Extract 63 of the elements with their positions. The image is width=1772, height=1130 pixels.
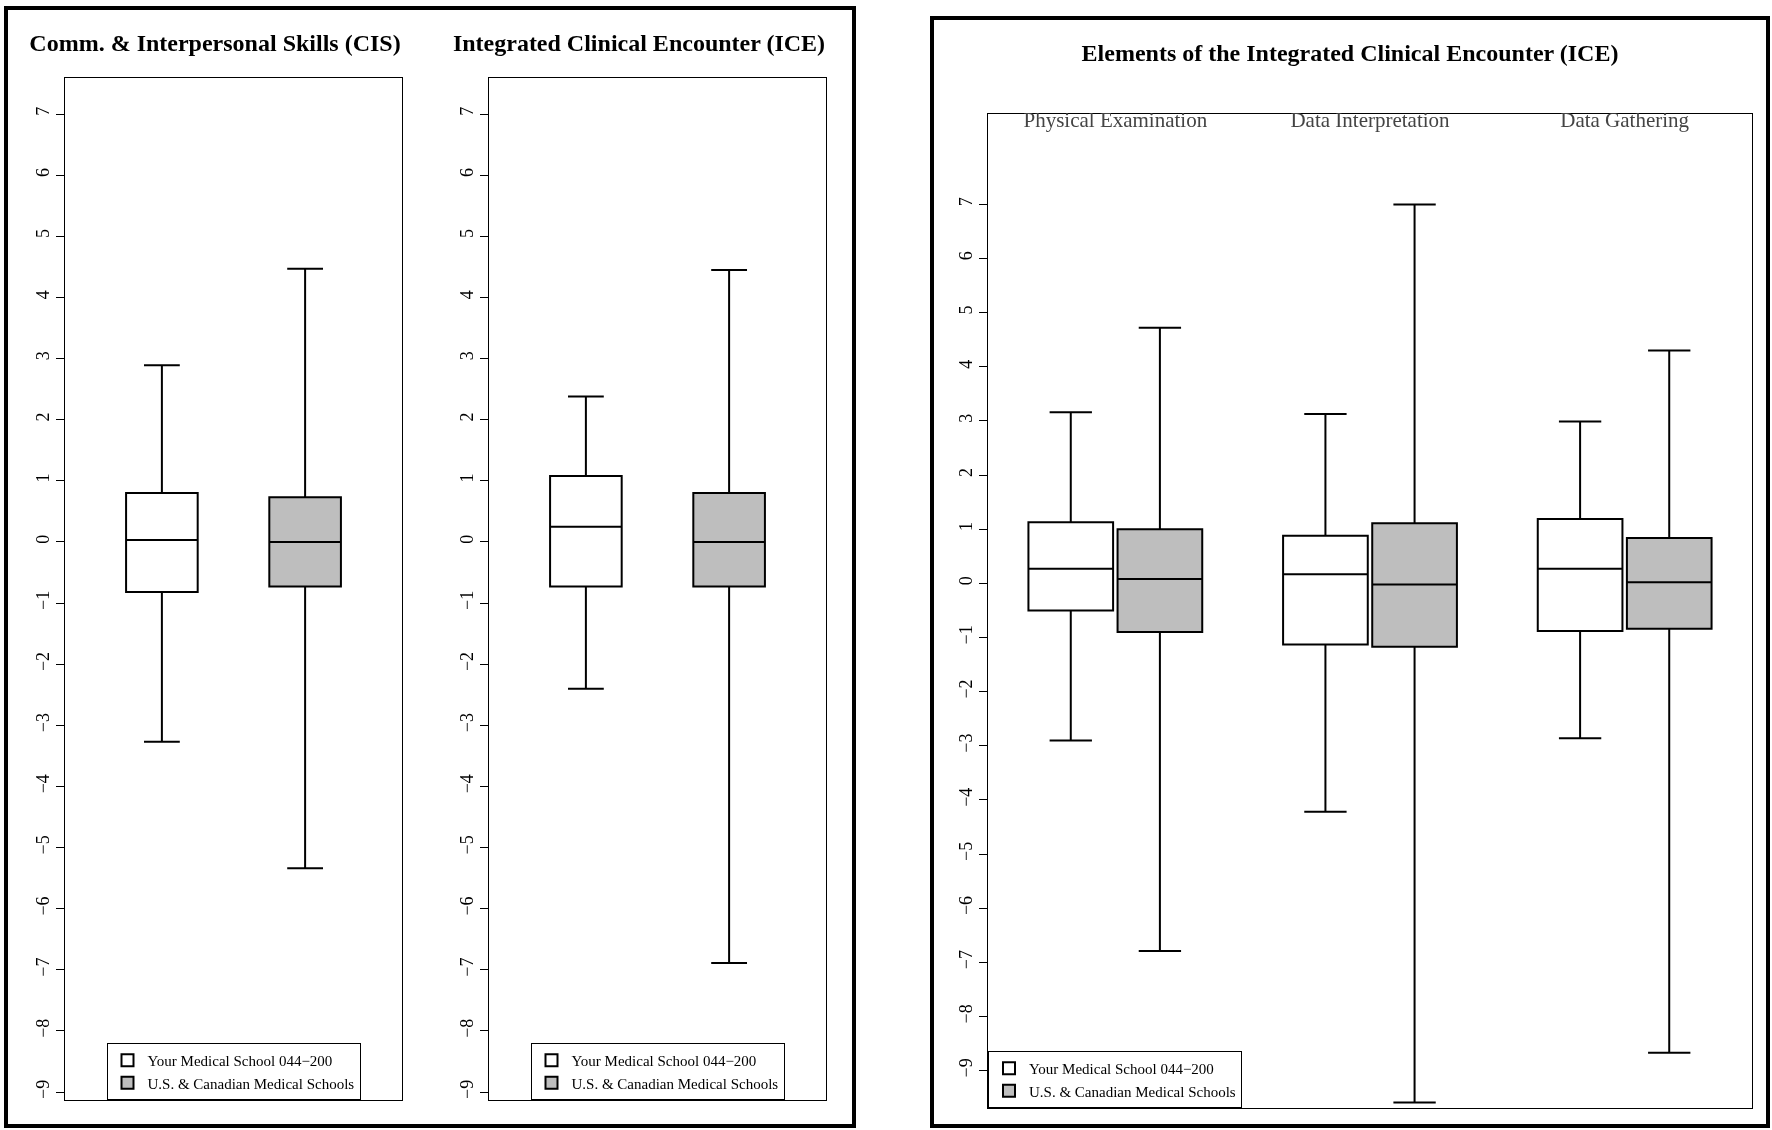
- x-tick-label: Data Interpretation: [1290, 108, 1451, 133]
- y-tick-label: 6: [955, 251, 976, 261]
- y-tick-label: −9: [32, 1079, 53, 1099]
- y-tick-label: −9: [456, 1079, 477, 1099]
- y-tick-label: −2: [456, 651, 477, 672]
- y-tick-label: −8: [955, 1004, 976, 1024]
- y-tick-label: 2: [32, 412, 53, 422]
- legend-label: Your Medical School 044−200: [147, 1053, 333, 1070]
- y-tick-label: 4: [32, 290, 53, 300]
- y-tick-label: −3: [955, 733, 976, 753]
- y-tick-label: −4: [456, 774, 477, 794]
- y-tick-label: 3: [456, 351, 477, 361]
- x-tick-label: Physical Examination: [1023, 108, 1208, 133]
- y-tick-label: −5: [955, 841, 976, 861]
- y-tick-label: −8: [456, 1018, 477, 1038]
- y-tick-label: 0: [456, 534, 477, 544]
- y-tick-label: −1: [32, 590, 53, 610]
- y-tick-label: 1: [456, 473, 477, 483]
- y-tick-label: 3: [955, 413, 976, 423]
- y-tick-label: −7: [32, 957, 53, 977]
- y-tick-label: −5: [32, 835, 53, 855]
- y-tick-label: 6: [32, 167, 53, 177]
- y-tick-label: 2: [456, 412, 477, 422]
- y-tick-label: −7: [456, 957, 477, 977]
- y-tick-label: −9: [955, 1058, 976, 1078]
- y-tick-label: 3: [32, 351, 53, 361]
- y-tick-label: 5: [456, 229, 477, 239]
- y-tick-label: −8: [32, 1018, 53, 1038]
- y-tick-label: 5: [32, 229, 53, 239]
- y-tick-label: −6: [955, 895, 976, 916]
- y-tick-label: 2: [955, 467, 976, 477]
- y-tick-label: 1: [955, 522, 976, 532]
- y-tick-label: −4: [955, 787, 976, 807]
- legend-label: Your Medical School 044−200: [1029, 1061, 1214, 1078]
- y-tick-label: 0: [955, 576, 976, 586]
- legend-label: Your Medical School 044−200: [571, 1053, 757, 1070]
- y-tick-label: 1: [32, 473, 53, 483]
- legend-label: U.S. & Canadian Medical Schools: [571, 1075, 779, 1092]
- y-tick-label: −1: [456, 590, 477, 610]
- chart-title: Integrated Clinical Encounter (ICE): [452, 29, 826, 56]
- y-tick-label: 6: [456, 167, 477, 177]
- y-tick-label: −6: [456, 896, 477, 916]
- chart-title: Comm. & Interpersonal Skills (CIS): [29, 29, 401, 56]
- y-tick-label: 7: [32, 106, 53, 116]
- y-tick-label: −5: [456, 835, 477, 855]
- y-tick-label: 4: [456, 290, 477, 300]
- y-tick-label: −1: [955, 625, 976, 645]
- y-tick-label: 7: [955, 197, 976, 207]
- y-tick-label: −2: [32, 651, 53, 672]
- y-tick-label: 4: [955, 359, 976, 369]
- y-tick-label: −7: [955, 950, 976, 970]
- y-tick-label: −6: [32, 896, 53, 916]
- y-tick-label: 5: [955, 305, 976, 315]
- y-tick-label: −3: [32, 713, 53, 733]
- x-tick-label: Data Gathering: [1560, 108, 1690, 133]
- chart-title: Elements of the Integrated Clinical Encounter (ICE): [1081, 39, 1619, 66]
- y-tick-label: −2: [955, 679, 976, 699]
- y-tick-label: 0: [32, 534, 53, 544]
- y-tick-label: −3: [456, 713, 477, 733]
- legend-label: U.S. & Canadian Medical Schools: [147, 1075, 355, 1092]
- y-tick-label: −4: [32, 774, 53, 794]
- legend-label: U.S. & Canadian Medical Schools: [1029, 1083, 1236, 1100]
- y-tick-label: 7: [456, 106, 477, 116]
